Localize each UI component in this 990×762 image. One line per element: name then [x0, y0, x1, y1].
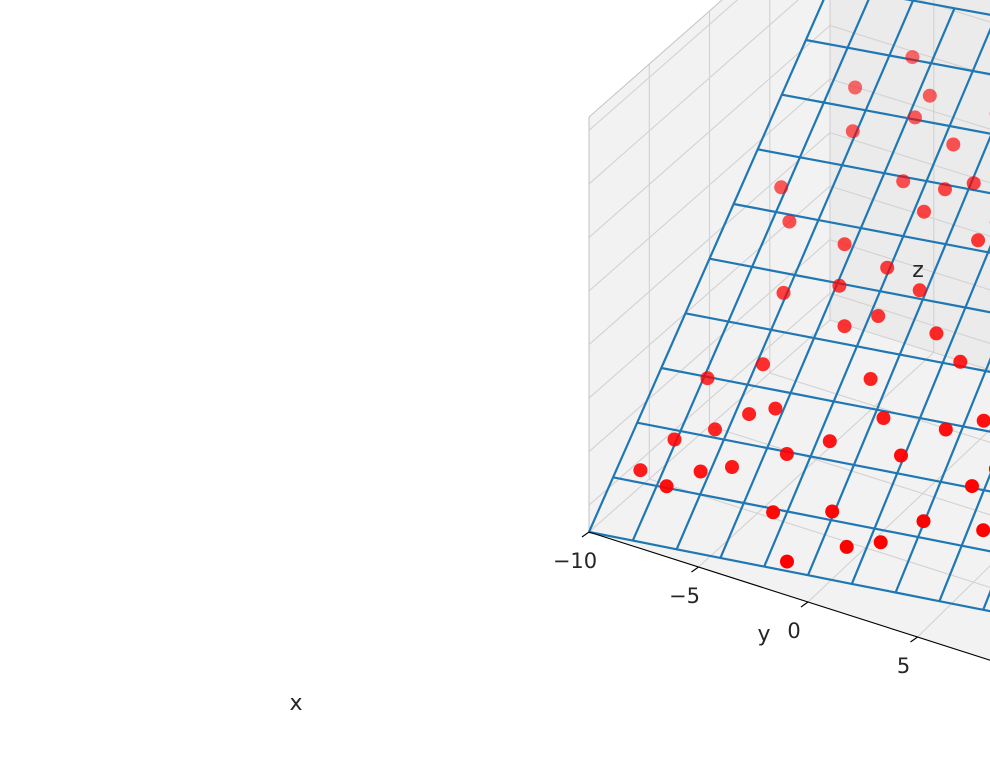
x-tick	[581, 531, 590, 538]
scatter-point	[871, 309, 886, 323]
scatter-point	[837, 319, 852, 334]
wireframe-line-y	[709, 257, 990, 314]
scatter-point	[779, 447, 794, 461]
scatter-point	[894, 448, 908, 463]
scatter-point	[966, 176, 981, 191]
x-tick-label: −10	[553, 549, 597, 573]
scatter-point	[976, 523, 990, 538]
scatter-point	[766, 505, 781, 520]
scatter-point	[659, 479, 674, 494]
x-tick-label: 0	[787, 619, 800, 643]
scatter-point	[971, 233, 986, 248]
scatter-point	[912, 283, 927, 298]
grid-line-z	[588, 0, 739, 131]
y-axis-label: y	[757, 622, 770, 647]
grid-line-y	[769, 0, 990, 443]
wireframe-line-y	[733, 202, 990, 254]
scatter-point	[780, 554, 794, 569]
scatter-point	[700, 371, 715, 386]
scatter-point	[742, 407, 757, 422]
scatter-point	[917, 204, 931, 219]
scatter-point	[908, 110, 922, 125]
edge-layer	[588, 0, 723, 532]
x-tick	[691, 566, 699, 573]
x-tick	[910, 636, 918, 643]
scatter-point	[863, 372, 878, 386]
scatter-point	[938, 422, 953, 437]
scatter-point	[848, 80, 863, 95]
grid-line-y	[648, 64, 990, 588]
grid-line-z	[588, 185, 990, 399]
z-axis-label: z	[912, 258, 924, 283]
grid-line-z	[588, 0, 990, 185]
grid-line-z	[588, 239, 990, 453]
scatter-point	[774, 180, 789, 195]
scatter-point	[880, 260, 895, 275]
scatter-point	[776, 285, 791, 300]
scatter-point	[825, 504, 840, 519]
scatter-point	[953, 354, 968, 369]
scatter-point	[832, 278, 847, 293]
pane-edge-top	[588, 0, 723, 118]
scatter-point	[905, 50, 920, 65]
scatter-point	[839, 539, 854, 554]
x-tick-label: 5	[897, 654, 910, 678]
scatter-point	[938, 182, 952, 197]
scatter-point	[922, 88, 937, 103]
scatter-point	[946, 137, 961, 152]
scatter-point	[693, 464, 708, 479]
scatter-point	[725, 460, 739, 474]
scatter-point	[976, 413, 990, 428]
wireframe-line-x	[850, 244, 990, 585]
wireframe-line-x	[938, 472, 990, 602]
scatter-point	[822, 434, 837, 449]
x-axis-label: x	[289, 691, 302, 716]
x-tick-label: −5	[669, 584, 700, 608]
scatter-point	[782, 214, 797, 229]
scatter-point	[837, 237, 852, 252]
grid-line-z	[588, 131, 990, 346]
scatter-point	[756, 357, 770, 372]
scatter-point	[965, 479, 979, 494]
wireframe-line-y	[805, 38, 990, 76]
scatter-point	[708, 422, 722, 437]
scatter-point	[929, 326, 944, 341]
scatter-points	[633, 50, 990, 569]
wireframe-line-y	[757, 148, 990, 195]
wireframe-line-y	[781, 93, 990, 135]
scatter-point	[667, 432, 682, 447]
scatter-point	[916, 514, 931, 529]
scatter-point	[768, 401, 783, 416]
grid-line-z	[588, 78, 990, 292]
scatter-point	[873, 535, 888, 550]
x-axis: −10−50510	[553, 531, 990, 678]
scatter-point	[633, 463, 648, 478]
grid-line-z	[588, 292, 990, 506]
scatter-point	[845, 124, 860, 139]
wireframe-line-x	[894, 357, 990, 593]
wireframe-surface	[587, 0, 990, 613]
grid-line-z	[588, 24, 990, 238]
x-tick	[800, 601, 809, 608]
scatter-point	[876, 411, 891, 425]
scatter-point	[896, 174, 911, 189]
floor-pane	[589, 320, 990, 661]
